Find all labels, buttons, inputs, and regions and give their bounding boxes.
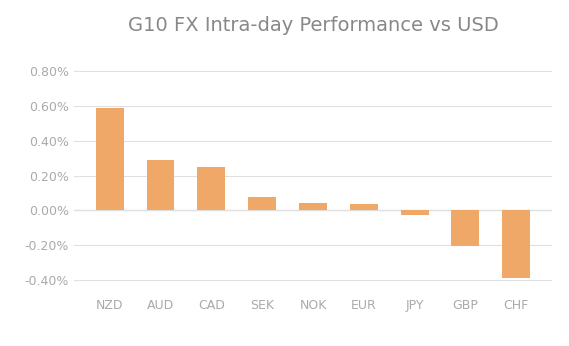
Bar [248, 198, 276, 210]
Title: G10 FX Intra-day Performance vs USD: G10 FX Intra-day Performance vs USD [127, 16, 498, 35]
Bar [146, 160, 175, 210]
Bar [350, 203, 378, 210]
Bar [401, 210, 428, 215]
Bar [197, 167, 225, 210]
Bar [299, 203, 327, 210]
Bar [502, 210, 530, 277]
Bar [451, 210, 480, 246]
Bar [96, 108, 123, 210]
